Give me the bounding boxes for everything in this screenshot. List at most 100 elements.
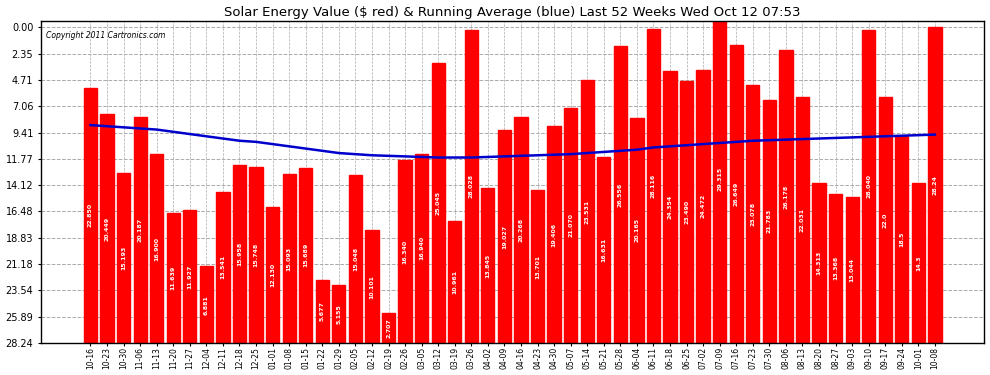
Text: 28.24: 28.24 bbox=[933, 175, 938, 195]
Text: 28.116: 28.116 bbox=[651, 174, 656, 198]
Bar bbox=[829, 194, 842, 343]
Bar bbox=[796, 97, 809, 343]
Bar bbox=[150, 154, 163, 343]
Bar bbox=[614, 46, 627, 343]
Bar bbox=[531, 190, 544, 343]
Text: 23.078: 23.078 bbox=[750, 202, 755, 226]
Bar bbox=[498, 130, 511, 343]
Text: 23.531: 23.531 bbox=[585, 200, 590, 223]
Bar bbox=[183, 210, 196, 343]
Text: 23.490: 23.490 bbox=[684, 200, 689, 224]
Text: 2.707: 2.707 bbox=[386, 318, 391, 338]
Bar bbox=[365, 230, 378, 343]
Text: Copyright 2011 Cartronics.com: Copyright 2011 Cartronics.com bbox=[46, 31, 165, 40]
Text: 21.070: 21.070 bbox=[568, 213, 573, 237]
Bar bbox=[333, 285, 346, 343]
Bar bbox=[730, 45, 742, 343]
Bar bbox=[597, 157, 611, 343]
Text: 13.044: 13.044 bbox=[849, 258, 854, 282]
Bar bbox=[713, 15, 727, 343]
Text: 22.850: 22.850 bbox=[88, 203, 93, 227]
Text: 26.556: 26.556 bbox=[618, 183, 623, 207]
Text: 26.178: 26.178 bbox=[783, 184, 788, 209]
Bar bbox=[697, 69, 710, 343]
Text: 24.472: 24.472 bbox=[701, 194, 706, 218]
Bar bbox=[233, 165, 247, 343]
Text: 15.689: 15.689 bbox=[303, 243, 308, 267]
Bar bbox=[879, 97, 892, 343]
Text: 25.045: 25.045 bbox=[436, 191, 441, 215]
Text: 5.677: 5.677 bbox=[320, 302, 325, 321]
Bar bbox=[481, 188, 494, 343]
Bar bbox=[631, 118, 644, 343]
Bar bbox=[316, 280, 329, 343]
Bar bbox=[680, 81, 693, 343]
Text: 15.093: 15.093 bbox=[287, 247, 292, 271]
Text: 15.958: 15.958 bbox=[237, 242, 242, 266]
Text: 20.187: 20.187 bbox=[138, 218, 143, 242]
Text: 15.193: 15.193 bbox=[121, 246, 126, 270]
Text: 14.3: 14.3 bbox=[916, 255, 921, 271]
Text: 16.631: 16.631 bbox=[601, 238, 606, 262]
Bar bbox=[249, 167, 262, 343]
Bar bbox=[813, 183, 826, 343]
Bar bbox=[398, 160, 412, 343]
Bar bbox=[100, 114, 114, 343]
Text: 15.748: 15.748 bbox=[253, 243, 258, 267]
Bar bbox=[912, 183, 925, 343]
Bar bbox=[746, 85, 759, 343]
Bar bbox=[84, 88, 97, 343]
Text: 10.101: 10.101 bbox=[369, 274, 374, 298]
Bar bbox=[282, 174, 296, 343]
Bar bbox=[166, 213, 180, 343]
Bar bbox=[515, 117, 528, 343]
Bar bbox=[862, 30, 875, 343]
Bar bbox=[895, 136, 909, 343]
Text: 13.368: 13.368 bbox=[833, 256, 839, 280]
Bar bbox=[580, 80, 594, 343]
Bar bbox=[779, 51, 793, 343]
Text: 13.701: 13.701 bbox=[535, 254, 540, 279]
Text: 20.449: 20.449 bbox=[105, 217, 110, 241]
Text: 15.048: 15.048 bbox=[352, 247, 358, 271]
Bar bbox=[216, 192, 230, 343]
Text: 20.268: 20.268 bbox=[519, 218, 524, 242]
Bar bbox=[845, 197, 858, 343]
Bar bbox=[464, 30, 478, 343]
Text: 19.027: 19.027 bbox=[502, 225, 507, 249]
Text: 16.940: 16.940 bbox=[419, 236, 424, 260]
Text: 11.639: 11.639 bbox=[170, 266, 176, 290]
Text: 12.130: 12.130 bbox=[270, 263, 275, 287]
Text: 13.541: 13.541 bbox=[221, 255, 226, 279]
Text: 18.5: 18.5 bbox=[899, 232, 904, 248]
Bar bbox=[348, 175, 362, 343]
Text: 5.155: 5.155 bbox=[337, 304, 342, 324]
Bar bbox=[266, 207, 279, 343]
Bar bbox=[382, 313, 395, 343]
Text: 11.927: 11.927 bbox=[187, 264, 192, 288]
Text: 21.783: 21.783 bbox=[767, 209, 772, 233]
Bar bbox=[117, 173, 131, 343]
Text: 19.406: 19.406 bbox=[551, 222, 556, 247]
Bar bbox=[929, 27, 941, 343]
Text: 10.961: 10.961 bbox=[452, 270, 457, 294]
Bar bbox=[415, 154, 429, 343]
Bar bbox=[663, 71, 676, 343]
Text: 22.0: 22.0 bbox=[883, 212, 888, 228]
Text: 20.165: 20.165 bbox=[635, 218, 640, 242]
Bar bbox=[564, 108, 577, 343]
Bar bbox=[547, 126, 560, 343]
Text: 22.031: 22.031 bbox=[800, 208, 805, 232]
Bar bbox=[646, 29, 660, 343]
Bar bbox=[762, 100, 776, 343]
Bar bbox=[200, 266, 213, 343]
Bar bbox=[432, 63, 445, 343]
Text: 24.354: 24.354 bbox=[667, 195, 672, 219]
Title: Solar Energy Value ($ red) & Running Average (blue) Last 52 Weeks Wed Oct 12 07:: Solar Energy Value ($ red) & Running Ave… bbox=[225, 6, 801, 18]
Text: 13.845: 13.845 bbox=[485, 254, 490, 278]
Text: 6.881: 6.881 bbox=[204, 295, 209, 315]
Text: 16.340: 16.340 bbox=[403, 240, 408, 264]
Bar bbox=[134, 117, 147, 343]
Text: 26.649: 26.649 bbox=[734, 182, 739, 206]
Bar bbox=[299, 168, 312, 343]
